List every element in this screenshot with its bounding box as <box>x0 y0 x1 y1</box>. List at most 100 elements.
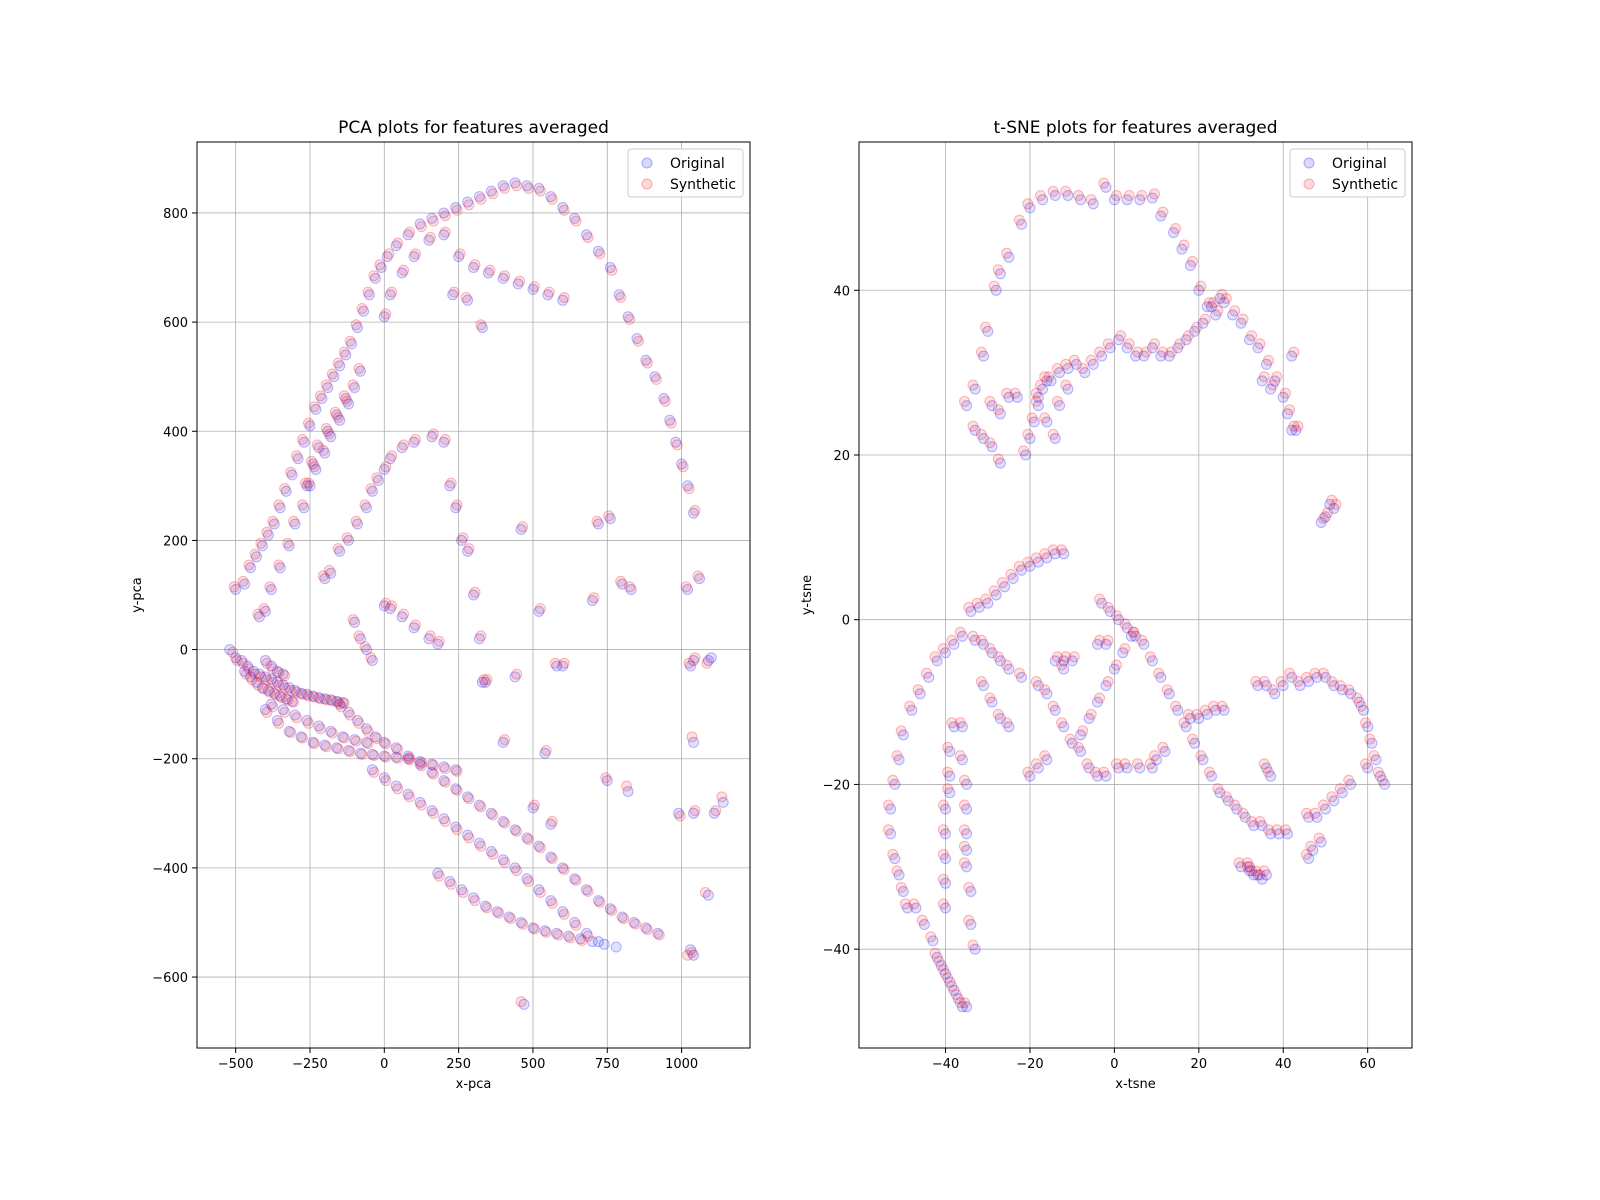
pca-synthetic-point <box>528 281 540 293</box>
tsne-synthetic-point <box>1178 239 1190 251</box>
pca-synthetic-point <box>558 908 570 920</box>
pca-synthetic-point <box>683 657 695 669</box>
tsne-synthetic-point <box>883 824 894 836</box>
tsne-original-point <box>1121 622 1133 634</box>
tsne-original-point <box>1079 367 1091 379</box>
pca-synthetic-point <box>517 521 529 533</box>
pca-original-point <box>485 807 497 819</box>
tsne-original-point <box>1041 375 1053 387</box>
tsne-synthetic-point <box>1157 741 1169 753</box>
pca-synthetic-point <box>433 635 445 647</box>
tsne-synthetic-point <box>954 750 966 762</box>
tsne-original-point <box>1070 358 1082 370</box>
pca-original-point <box>340 349 352 361</box>
tsne-original-point <box>1311 811 1323 823</box>
pca-synthetic-point <box>463 793 475 805</box>
pca-original-point <box>673 807 685 819</box>
tsne-synthetic-point <box>942 741 954 753</box>
tsne-original-point <box>1058 548 1070 560</box>
tsne-synthetic-point <box>992 651 1004 663</box>
pca-synthetic-point <box>249 668 261 680</box>
pca-original-point <box>482 267 494 279</box>
pca-synthetic-point <box>699 887 711 898</box>
pca-original-point <box>283 540 295 552</box>
pca-synthetic-point <box>439 226 451 238</box>
tsne-panel: −40 −20 0 20 40 60 −40 −20 0 20 40 t-SNE plots for… <box>800 118 1413 1092</box>
pca-original-point <box>251 676 262 688</box>
pca-synthetic-point <box>606 905 618 916</box>
pca-x-axis-label: x-pca <box>456 1077 492 1092</box>
pca-original-point <box>462 294 474 306</box>
pca-synthetic-point <box>383 248 395 260</box>
pca-original-point <box>322 425 334 437</box>
pca-ticks: −500 −250 0 250 500 750 1000 −600 −400 −200 0 200 40… <box>152 207 698 1072</box>
tsne-synthetic-point <box>1267 379 1279 391</box>
pca-synthetic-point <box>326 368 338 380</box>
tsne-original-point <box>1032 400 1044 412</box>
tsne-original-point <box>1075 729 1087 741</box>
tsne-original-point <box>1058 663 1070 675</box>
tsne-original-point <box>1256 820 1268 832</box>
tsne-synthetic-point <box>1001 717 1013 729</box>
pca-synthetic-point <box>297 499 308 511</box>
pca-original-point <box>381 251 393 263</box>
pca-synthetic-point <box>320 379 332 391</box>
tsne-original-point <box>1062 190 1074 201</box>
pca-synthetic-point <box>499 182 511 194</box>
pca-original-point <box>396 442 408 454</box>
pca-synthetic-point <box>511 668 523 680</box>
tsne-synthetic-point <box>1153 667 1165 679</box>
tsne-synthetic-point <box>929 651 941 663</box>
pca-original-point <box>352 518 363 530</box>
pca-original-point <box>515 917 527 928</box>
pca-original-point <box>352 322 363 334</box>
tsne-synthetic-point <box>1102 676 1114 687</box>
tsne-synthetic-point <box>1170 223 1182 234</box>
tsne-x-tick-label: −40 <box>932 1057 959 1072</box>
pca-legend: Original Synthetic <box>627 148 744 198</box>
pca-synthetic-point <box>320 694 332 706</box>
tsne-original-point <box>1260 358 1272 370</box>
tsne-original-point <box>1282 408 1293 420</box>
tsne-synthetic-point <box>1334 680 1346 692</box>
tsne-original-point <box>940 853 951 865</box>
tsne-synthetic-point <box>1123 190 1135 201</box>
tsne-synthetic-point <box>1182 330 1194 342</box>
pca-synthetic-point <box>427 428 439 440</box>
pca-original-point <box>649 371 661 383</box>
pca-original-point <box>414 758 426 770</box>
tsne-synthetic-point <box>975 346 987 358</box>
pca-y-tick-label: 600 <box>163 316 188 331</box>
tsne-synthetic-point <box>1301 848 1312 860</box>
tsne-synthetic-point <box>1018 445 1030 457</box>
pca-synthetic-point <box>338 732 350 744</box>
tsne-synthetic-point <box>1216 288 1228 300</box>
tsne-synthetic-point <box>1199 313 1211 325</box>
tsne-original-point <box>1024 770 1036 782</box>
tsne-synthetic-point <box>1043 371 1055 383</box>
pca-original-point <box>331 742 343 754</box>
tsne-synthetic-point <box>1149 338 1160 350</box>
pca-synthetic-point <box>273 679 285 691</box>
tsne-y-tick-label: 0 <box>842 614 850 629</box>
pca-synthetic-point <box>314 390 326 402</box>
pca-original-point <box>277 704 289 716</box>
tsne-original-point <box>1049 704 1061 716</box>
tsne-synthetic-point <box>975 634 987 646</box>
pca-synthetic-point <box>368 766 380 778</box>
pca-synthetic-point <box>282 694 294 706</box>
tsne-points <box>883 177 1391 1013</box>
tsne-original-point <box>1003 721 1015 733</box>
pca-original-point <box>265 674 277 686</box>
tsne-synthetic-point <box>1258 865 1270 877</box>
pca-original-point <box>366 748 378 760</box>
tsne-original-point <box>931 655 943 667</box>
tsne-synthetic-point <box>887 848 899 860</box>
pca-original-point <box>450 821 462 833</box>
pca-synthetic-point <box>231 655 243 666</box>
pca-original-point <box>509 671 521 683</box>
pca-synthetic-point <box>332 743 344 755</box>
tsne-synthetic-point <box>1161 684 1173 696</box>
pca-original-point <box>545 818 557 830</box>
pca-original-point <box>268 687 280 699</box>
